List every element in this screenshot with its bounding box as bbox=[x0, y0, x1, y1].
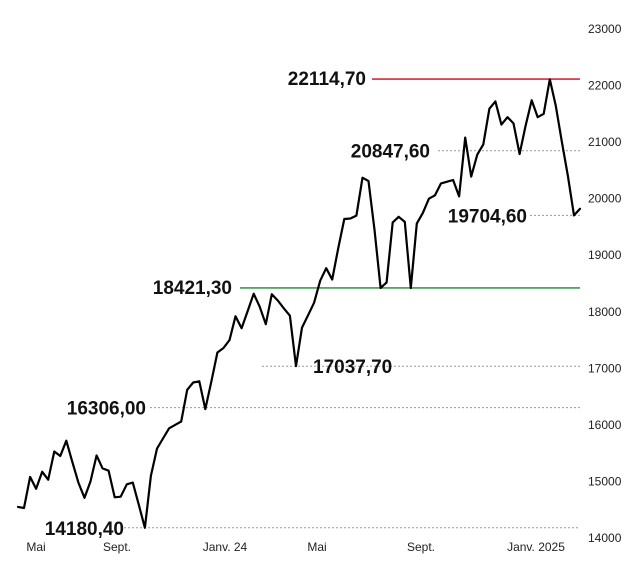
y-axis-ticks: 23000 22000 21000 20000 19000 18000 17000 16000… bbox=[588, 22, 622, 545]
price-line bbox=[16, 78, 582, 529]
x-tick-label: Sept. bbox=[407, 540, 435, 554]
reference-label: 16306,00 bbox=[67, 399, 146, 420]
annotation-labels: 22114,70 18421,30 20847,60 19704,60 17037,70… bbox=[45, 69, 527, 540]
y-tick-label: 18000 bbox=[588, 305, 622, 319]
y-tick-label: 15000 bbox=[588, 474, 622, 488]
reference-label: 17037,70 bbox=[313, 357, 392, 378]
reference-label: 18421,30 bbox=[153, 278, 232, 299]
reference-lines bbox=[124, 78, 580, 529]
reference-label: 19704,60 bbox=[448, 206, 527, 227]
y-tick-label: 14000 bbox=[588, 531, 622, 545]
series-layer bbox=[16, 78, 582, 529]
y-tick-label: 19000 bbox=[588, 248, 622, 262]
x-tick-label: Mai bbox=[307, 540, 326, 554]
x-tick-label: Janv. 2025 bbox=[507, 540, 565, 554]
y-tick-label: 20000 bbox=[588, 192, 622, 206]
x-tick-label: Mai bbox=[26, 540, 45, 554]
y-tick-label: 22000 bbox=[588, 79, 622, 93]
reference-label: 20847,60 bbox=[351, 142, 430, 163]
y-tick-label: 17000 bbox=[588, 361, 622, 375]
y-tick-label: 16000 bbox=[588, 418, 622, 432]
y-tick-label: 21000 bbox=[588, 135, 622, 149]
y-tick-label: 23000 bbox=[588, 22, 622, 36]
x-axis-ticks: Mai Sept. Janv. 24 Mai Sept. Janv. 2025 bbox=[26, 540, 565, 554]
reference-label: 14180,40 bbox=[45, 519, 124, 540]
x-tick-label: Janv. 24 bbox=[203, 540, 248, 554]
x-tick-label: Sept. bbox=[103, 540, 131, 554]
reference-label: 22114,70 bbox=[288, 69, 366, 90]
